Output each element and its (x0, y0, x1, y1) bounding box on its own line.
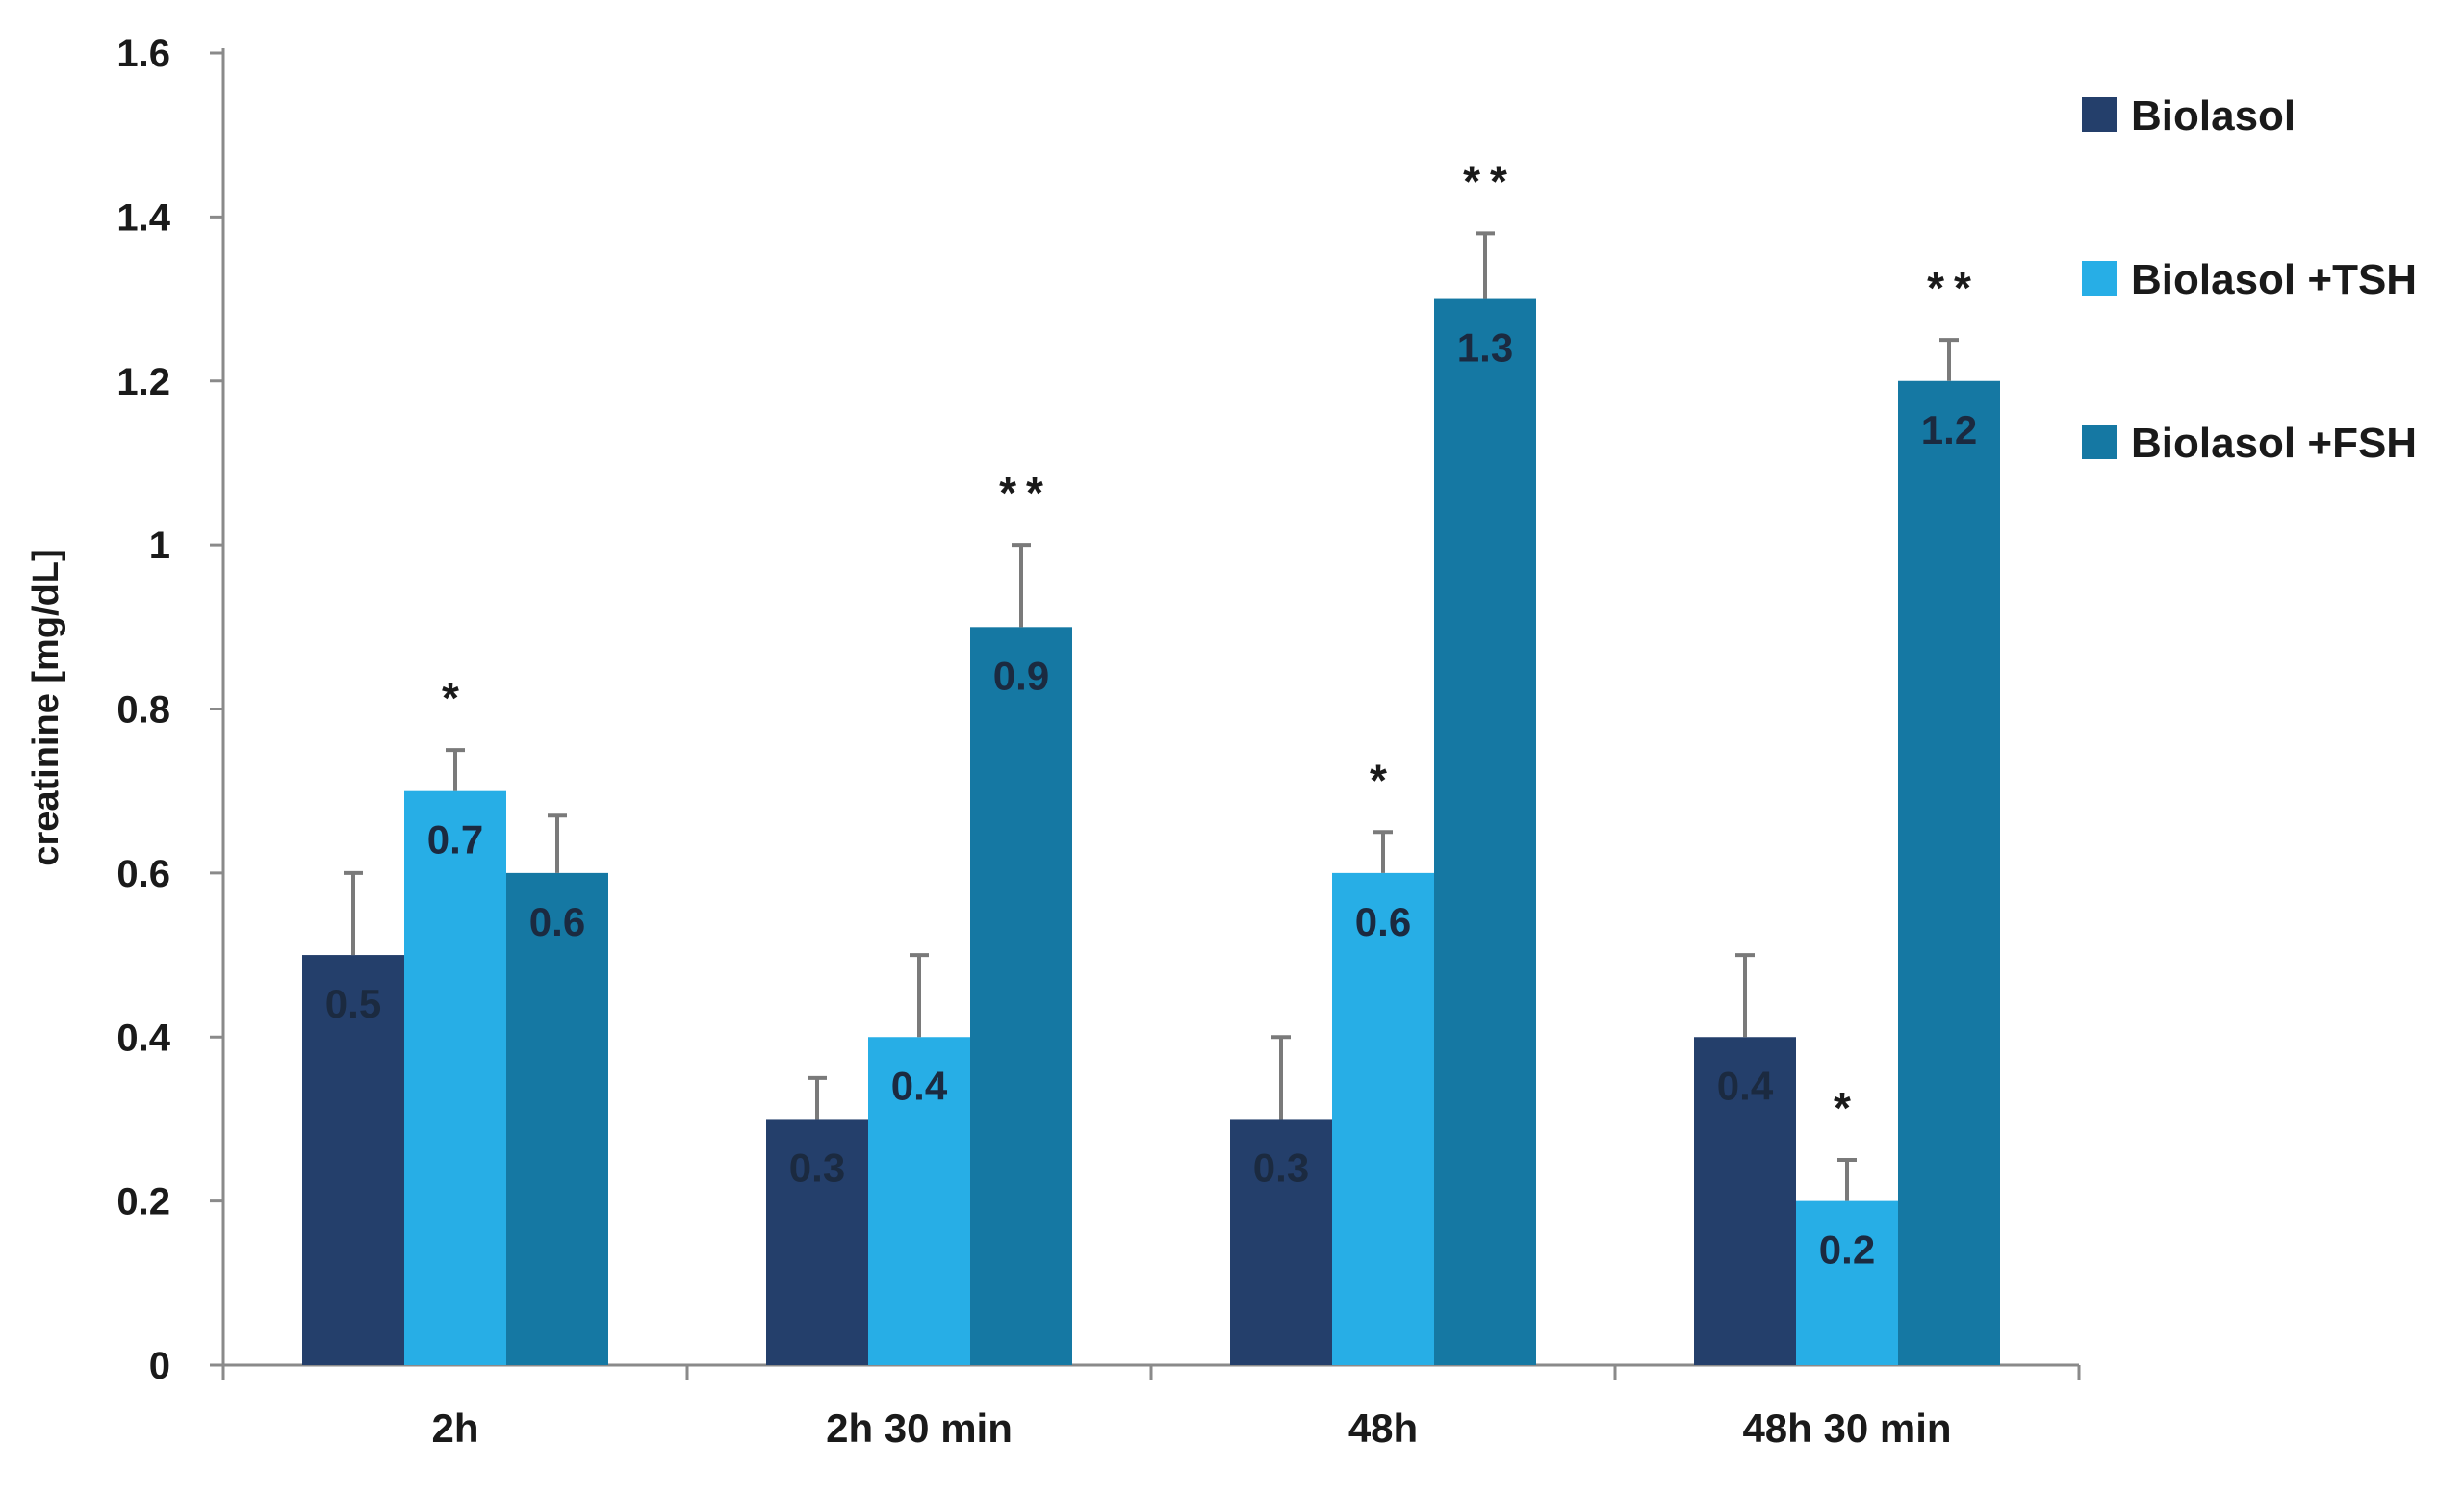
axes: 0 0.2 0.4 0.6 0.8 1 1.2 1.4 1.6 2h 2h 30 min 48h 48h… (116, 33, 2081, 1451)
y-tick-label: 0.6 (116, 853, 170, 895)
y-tick-label: 0.4 (116, 1017, 170, 1059)
bar (970, 627, 1072, 1365)
legend: Biolasol Biolasol +TSH Biolasol +FSH (2082, 92, 2417, 467)
bar (506, 872, 608, 1365)
y-tick-label: 0.8 (116, 689, 170, 732)
y-tick-label: 1.2 (116, 361, 170, 403)
bar (1230, 1119, 1332, 1365)
data-label: 0.4 (891, 1063, 948, 1108)
bars-group: 0.5 0.7 * 0.6 0.3 0.4 0.9 ** 0.3 0.6 * 1.3 ** 0.4 0.2 *… (302, 156, 2000, 1365)
significance-marker: * (1370, 755, 1397, 805)
x-category-label: 48h (1348, 1405, 1418, 1451)
bar (1434, 298, 1536, 1365)
legend-swatch (2082, 425, 2117, 459)
legend-swatch (2082, 261, 2117, 296)
bar (1694, 1037, 1796, 1365)
y-tick-label: 0.2 (116, 1181, 170, 1224)
legend-label: Biolasol +TSH (2131, 256, 2417, 303)
y-tick-label: 1.4 (116, 196, 170, 239)
bar (766, 1119, 868, 1365)
significance-marker: ** (999, 468, 1053, 518)
significance-marker: ** (1463, 156, 1517, 206)
y-tick-label: 1.6 (116, 33, 170, 75)
bar (1898, 380, 2000, 1365)
data-label: 0.7 (427, 817, 483, 863)
bar (1332, 872, 1434, 1365)
x-category-label: 48h 30 min (1742, 1405, 1951, 1451)
data-label: 0.6 (529, 899, 585, 944)
x-category-label: 2h 30 min (826, 1405, 1013, 1451)
data-label: 0.9 (993, 653, 1049, 698)
data-label: 0.3 (789, 1145, 845, 1190)
data-label: 1.3 (1457, 325, 1513, 371)
bar (868, 1037, 970, 1365)
legend-label: Biolasol (2131, 92, 2296, 140)
bar (302, 955, 404, 1365)
y-tick-label: 0 (149, 1345, 170, 1387)
bar (1796, 1200, 1898, 1365)
significance-marker: ** (1927, 263, 1981, 313)
data-label: 0.6 (1355, 899, 1411, 944)
y-axis-title: creatinine [mg/dL] (26, 549, 66, 865)
data-label: 1.2 (1921, 407, 1977, 452)
significance-marker: * (1834, 1083, 1861, 1133)
x-category-label: 2h (431, 1405, 478, 1451)
significance-marker: * (442, 673, 469, 723)
legend-label: Biolasol +FSH (2131, 420, 2417, 467)
data-label: 0.2 (1819, 1227, 1875, 1273)
data-label: 0.4 (1717, 1063, 1774, 1108)
bar (404, 790, 506, 1365)
legend-swatch (2082, 97, 2117, 132)
data-label: 0.5 (325, 981, 381, 1026)
y-tick-label: 1 (149, 525, 170, 567)
data-label: 0.3 (1253, 1145, 1309, 1190)
